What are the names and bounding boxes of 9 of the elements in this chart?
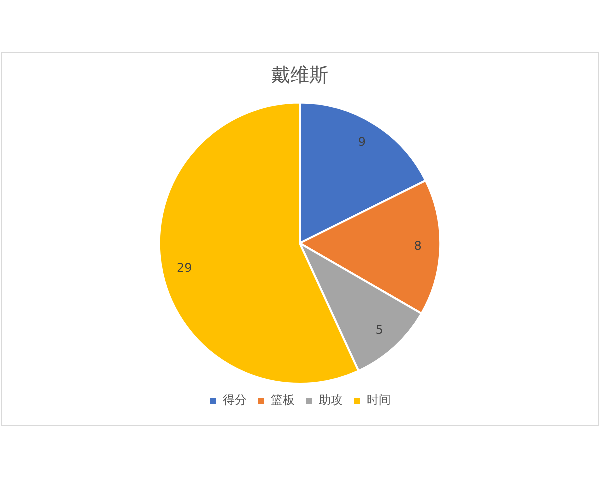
legend-label: 篮板 — [271, 393, 295, 408]
data-label: 5 — [376, 322, 384, 337]
legend-label: 得分 — [223, 393, 247, 408]
data-label: 9 — [358, 135, 366, 150]
data-label: 8 — [414, 239, 422, 254]
legend-label: 助攻 — [319, 393, 343, 408]
data-label: 29 — [176, 260, 192, 275]
chart-title: 戴维斯 — [272, 64, 328, 86]
legend-label: 时间 — [367, 393, 391, 408]
